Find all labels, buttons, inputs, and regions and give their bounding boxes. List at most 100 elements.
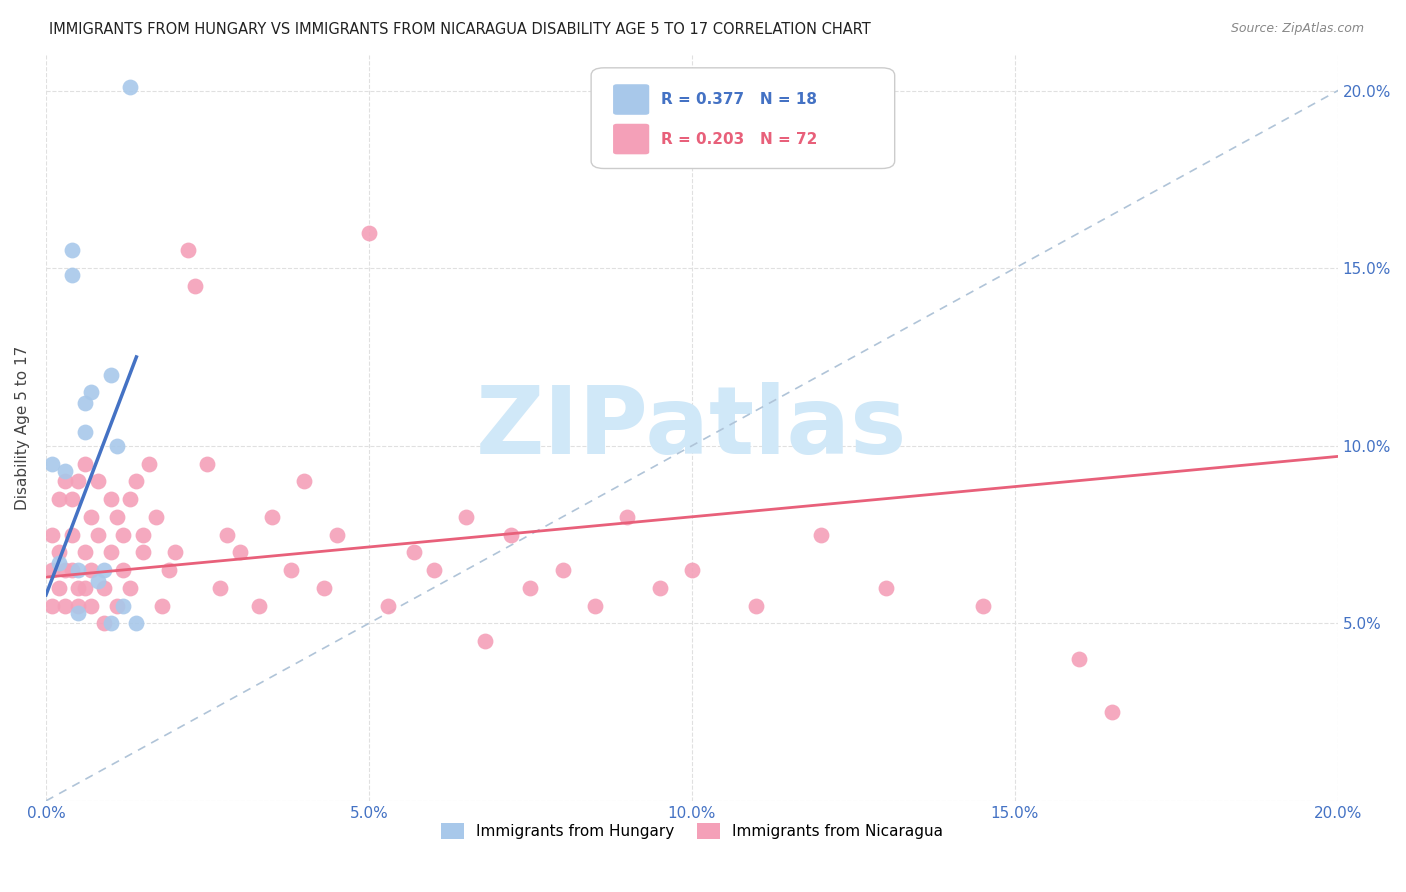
Point xyxy=(292,475,315,489)
Point xyxy=(53,475,76,489)
Point xyxy=(105,599,128,613)
FancyBboxPatch shape xyxy=(613,84,650,115)
Point xyxy=(41,563,63,577)
Point xyxy=(48,491,70,506)
Text: IMMIGRANTS FROM HUNGARY VS IMMIGRANTS FROM NICARAGUA DISABILITY AGE 5 TO 17 CORR: IMMIGRANTS FROM HUNGARY VS IMMIGRANTS FR… xyxy=(49,22,870,37)
Point xyxy=(86,527,108,541)
Point xyxy=(48,545,70,559)
Point xyxy=(138,457,160,471)
Point xyxy=(280,563,302,577)
Point xyxy=(80,385,103,400)
Point xyxy=(681,563,703,577)
Point xyxy=(1101,705,1123,719)
FancyBboxPatch shape xyxy=(613,124,650,154)
Point xyxy=(125,475,148,489)
Point xyxy=(67,563,90,577)
Point xyxy=(67,581,90,595)
Point xyxy=(499,527,522,541)
Point xyxy=(86,475,108,489)
Point xyxy=(972,599,994,613)
Point xyxy=(100,616,122,631)
Point xyxy=(215,527,238,541)
Point xyxy=(875,581,897,595)
Point xyxy=(100,545,122,559)
Point xyxy=(93,581,115,595)
Text: Source: ZipAtlas.com: Source: ZipAtlas.com xyxy=(1230,22,1364,36)
FancyBboxPatch shape xyxy=(591,68,894,169)
Legend: Immigrants from Hungary, Immigrants from Nicaragua: Immigrants from Hungary, Immigrants from… xyxy=(434,817,949,846)
Text: ZIPatlas: ZIPatlas xyxy=(477,382,907,474)
Point xyxy=(197,457,219,471)
Point xyxy=(247,599,270,613)
Point xyxy=(41,457,63,471)
Point xyxy=(60,268,83,283)
Point xyxy=(357,226,380,240)
Point xyxy=(86,574,108,588)
Point xyxy=(60,244,83,258)
Point xyxy=(80,563,103,577)
Point xyxy=(125,616,148,631)
Point xyxy=(474,634,496,648)
Text: R = 0.377   N = 18: R = 0.377 N = 18 xyxy=(661,92,817,107)
Point xyxy=(105,439,128,453)
Point xyxy=(745,599,768,613)
Point xyxy=(165,545,187,559)
Point xyxy=(325,527,347,541)
Point xyxy=(67,475,90,489)
Point xyxy=(118,80,141,95)
Point xyxy=(377,599,399,613)
Point xyxy=(519,581,541,595)
Point xyxy=(183,279,205,293)
Point xyxy=(209,581,232,595)
Point xyxy=(112,527,135,541)
Point xyxy=(60,491,83,506)
Point xyxy=(583,599,606,613)
Point xyxy=(454,509,477,524)
Point xyxy=(132,527,155,541)
Point xyxy=(73,581,96,595)
Point xyxy=(132,545,155,559)
Point xyxy=(53,563,76,577)
Point xyxy=(80,599,103,613)
Point xyxy=(616,509,638,524)
Point xyxy=(145,509,167,524)
Point xyxy=(112,563,135,577)
Point xyxy=(404,545,426,559)
Point xyxy=(118,491,141,506)
Point xyxy=(60,563,83,577)
Point xyxy=(53,599,76,613)
Point xyxy=(118,581,141,595)
Point xyxy=(260,509,283,524)
Point xyxy=(48,581,70,595)
Point xyxy=(551,563,574,577)
Point xyxy=(41,527,63,541)
Point xyxy=(48,556,70,570)
Point xyxy=(73,396,96,410)
Point xyxy=(157,563,180,577)
Point xyxy=(67,606,90,620)
Point xyxy=(93,616,115,631)
Y-axis label: Disability Age 5 to 17: Disability Age 5 to 17 xyxy=(15,346,30,510)
Point xyxy=(73,545,96,559)
Point xyxy=(80,509,103,524)
Text: R = 0.203   N = 72: R = 0.203 N = 72 xyxy=(661,131,817,146)
Point xyxy=(1069,652,1091,666)
Point xyxy=(229,545,252,559)
Point xyxy=(73,457,96,471)
Point xyxy=(100,368,122,382)
Point xyxy=(73,425,96,439)
Point xyxy=(93,563,115,577)
Point xyxy=(312,581,335,595)
Point xyxy=(67,599,90,613)
Point xyxy=(150,599,173,613)
Point xyxy=(100,491,122,506)
Point xyxy=(105,509,128,524)
Point xyxy=(648,581,671,595)
Point xyxy=(422,563,444,577)
Point xyxy=(810,527,832,541)
Point xyxy=(112,599,135,613)
Point xyxy=(177,244,200,258)
Point xyxy=(60,527,83,541)
Point xyxy=(53,464,76,478)
Point xyxy=(41,599,63,613)
